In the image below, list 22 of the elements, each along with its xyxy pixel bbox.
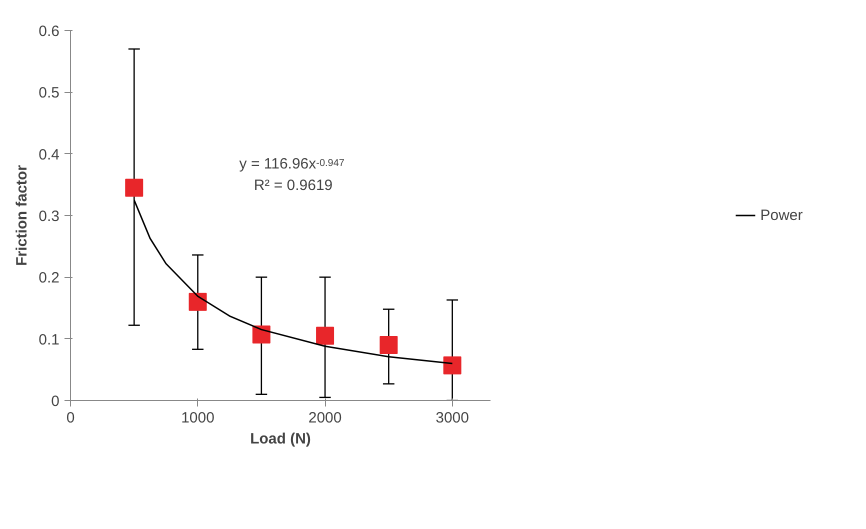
y-tick-label: 0.5: [38, 84, 60, 102]
x-tick-label: 1000: [181, 410, 214, 426]
y-tick-label: 0.3: [38, 208, 60, 225]
point: [252, 326, 270, 344]
y-tick-label: 0.6: [38, 23, 60, 40]
x-tick-label: 0: [66, 410, 75, 426]
legend-label: Power: [760, 206, 803, 224]
annotation: R² = 0.9619: [254, 176, 333, 194]
y-tick-label: 0.4: [38, 146, 60, 164]
point: [188, 292, 207, 311]
point: [316, 326, 334, 345]
point: [443, 356, 462, 374]
point: [380, 336, 398, 354]
point: [125, 178, 144, 197]
y-tick-label: 0: [51, 393, 60, 410]
annotation: y = 116.96x-0.947: [239, 155, 345, 172]
y-axis-title: Friction factor: [14, 164, 31, 266]
x-axis-title: Load (N): [250, 430, 311, 448]
y-tick-label: 0.2: [38, 270, 60, 287]
x-tick-label: 2000: [308, 410, 342, 426]
x-tick-label: 3000: [436, 410, 470, 426]
y-tick-label: 0.1: [38, 331, 60, 348]
